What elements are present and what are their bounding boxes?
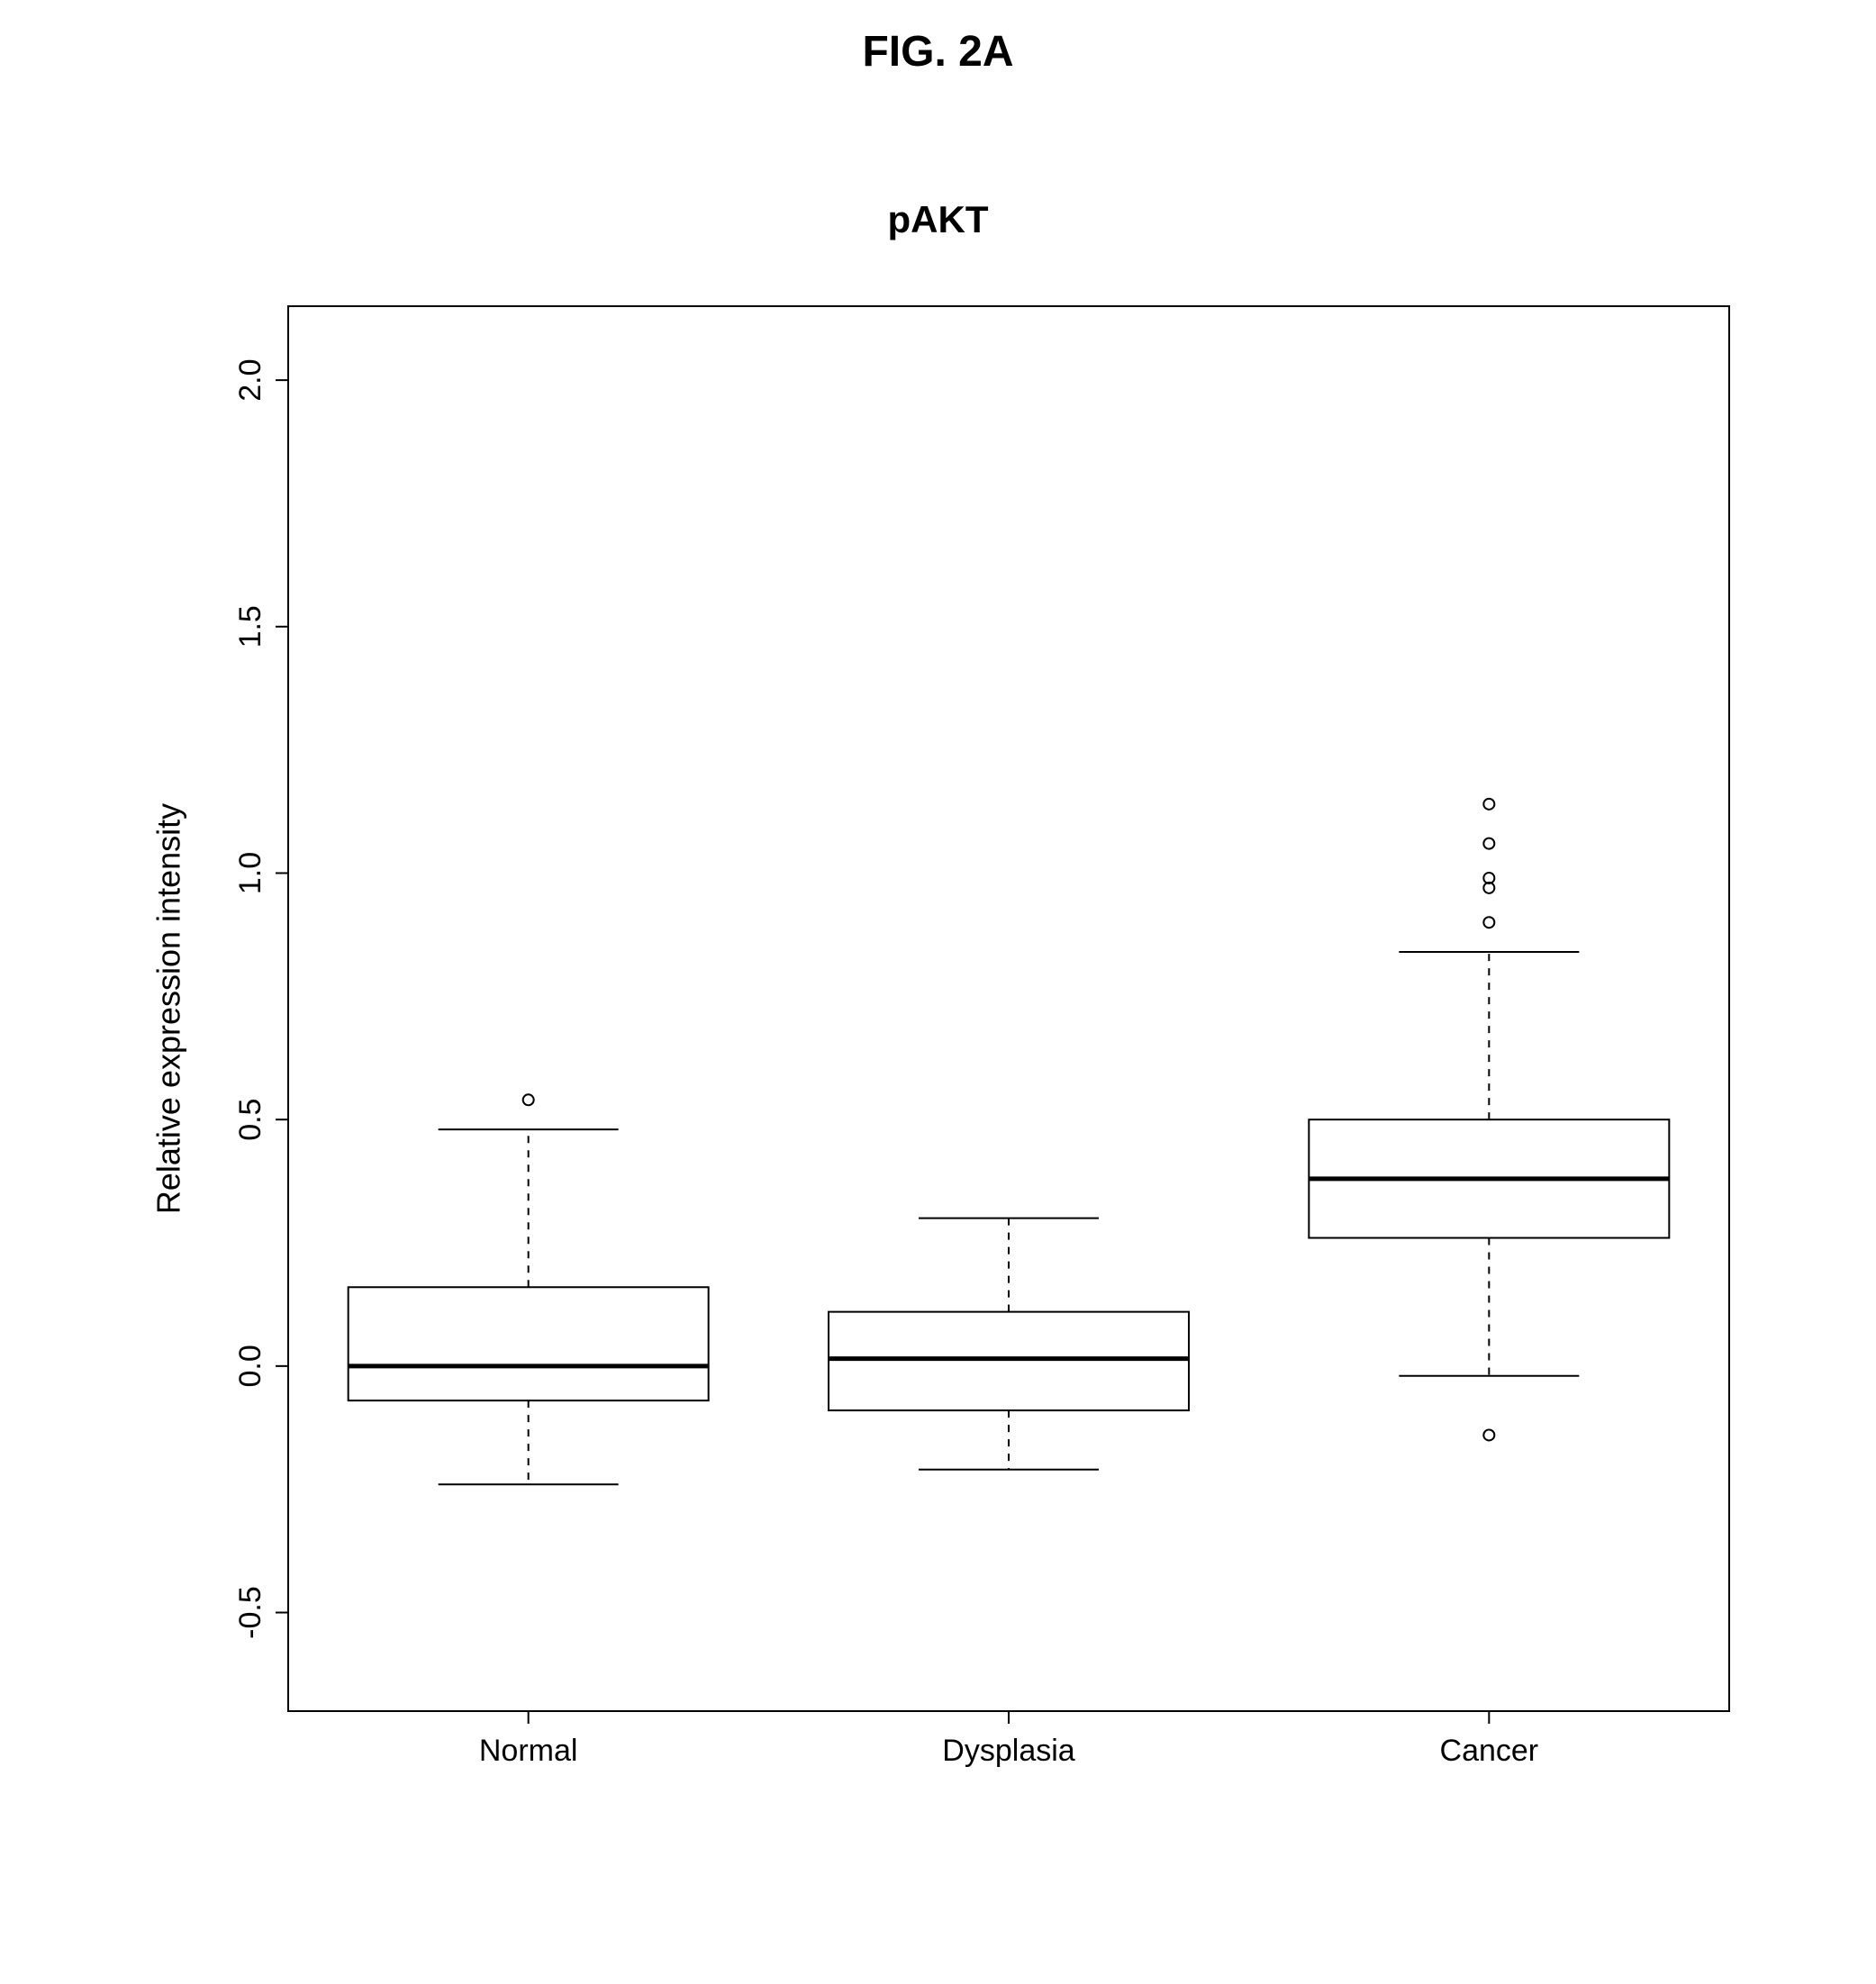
chart-title: pAKT <box>0 198 1876 241</box>
page: FIG. 2A pAKT -0.5 0.0 0.5 1.0 1.5 2.0 Relative… <box>0 0 1876 1984</box>
y-tick-label: 1.5 <box>233 605 267 648</box>
y-axis-title: Relative expression intensity <box>150 803 187 1214</box>
figure-label: FIG. 2A <box>0 27 1876 77</box>
y-tick-label: 0.5 <box>233 1099 267 1141</box>
x-category-label: Cancer <box>1440 1734 1539 1768</box>
x-category-label: Normal <box>479 1734 578 1768</box>
y-tick-label: 0.0 <box>233 1345 267 1387</box>
boxplot-chart: -0.5 0.0 0.5 1.0 1.5 2.0 Relative expression i… <box>90 288 1783 1891</box>
y-tick-label: -0.5 <box>233 1586 267 1639</box>
y-tick-label: 2.0 <box>233 358 267 401</box>
x-category-label: Dysplasia <box>942 1734 1074 1768</box>
chart-svg: -0.5 0.0 0.5 1.0 1.5 2.0 Relative expression i… <box>90 288 1783 1891</box>
y-tick-label: 1.0 <box>233 852 267 894</box>
